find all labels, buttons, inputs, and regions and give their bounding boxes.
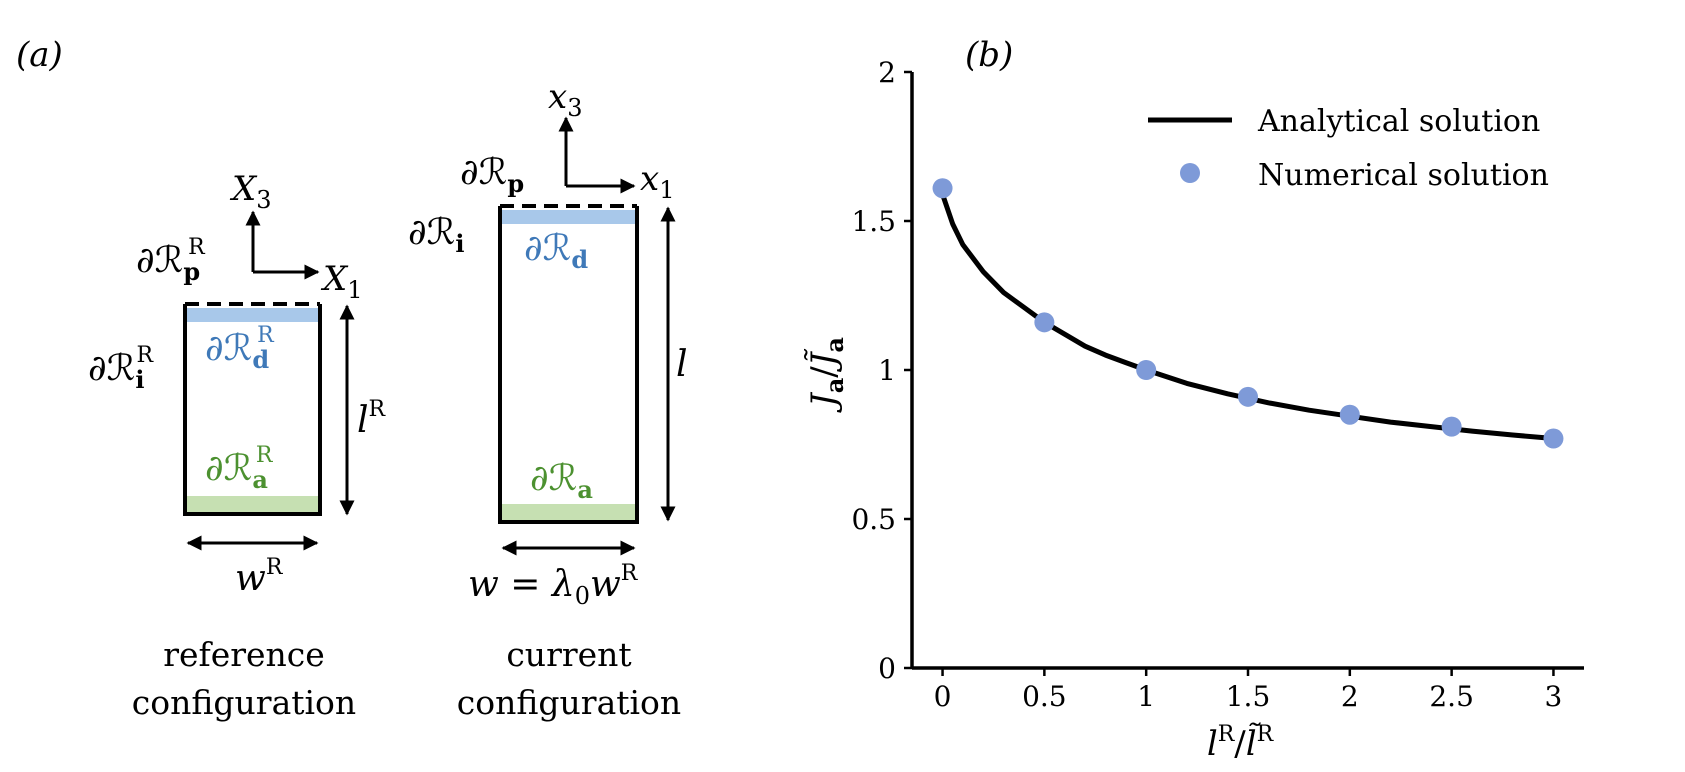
y-tick-label: 0.5	[851, 503, 896, 536]
series-line-analytical	[940, 193, 1554, 441]
current-width-label: w = λ0wR	[468, 561, 639, 610]
y-tick-label: 1.5	[851, 205, 896, 238]
current-adhesion-band	[500, 504, 637, 520]
series-layer	[932, 178, 1564, 449]
legend-label-analytical: Analytical solution	[1257, 104, 1540, 139]
data-point-numerical	[1339, 404, 1360, 425]
x-axis-title: lR/l̃R	[1207, 722, 1275, 764]
y-tick-label: 2	[878, 56, 896, 89]
current-boundary-a: ∂ℛa	[530, 458, 593, 504]
panel-b-chart: (b) 0 0.5 1 1.5 2 2.5 3 0 0.5 1 1.5 2 lR/l̃R Ja/J̃…	[804, 35, 1584, 764]
reference-body-outline	[183, 304, 322, 516]
reference-caption-line2: configuration	[132, 683, 356, 722]
reference-boundary-i: ∂ℛiR	[88, 343, 154, 394]
current-boundary-d: ∂ℛd	[524, 228, 588, 274]
reference-boundary-d: ∂ℛdR	[205, 323, 275, 374]
reference-X1-label: X1	[320, 259, 363, 304]
reference-length-label: lR	[357, 397, 387, 441]
current-boundary-i: ∂ℛi	[408, 212, 464, 258]
x-tick-label: 0.5	[1022, 680, 1067, 713]
x-tick-label: 1.5	[1226, 680, 1271, 713]
current-detachment-band	[500, 210, 637, 224]
current-x1-label: x1	[640, 159, 674, 204]
current-x3-label: x3	[548, 77, 582, 122]
x-tick-label: 3	[1545, 680, 1563, 713]
reference-boundary-a: ∂ℛaR	[205, 443, 274, 494]
data-point-numerical	[1441, 416, 1462, 437]
reference-configuration: X3 X1 ∂ℛpR ∂ℛiR ∂ℛdR ∂ℛaR lR wR referenc…	[88, 169, 387, 722]
current-configuration: x3 x1 ∂ℛp ∂ℛi ∂ℛd ∂ℛa l w = λ0wR current…	[408, 77, 688, 722]
legend-label-numerical: Numerical solution	[1258, 158, 1549, 193]
current-body-outline	[498, 206, 639, 524]
reference-adhesion-band	[185, 496, 320, 512]
y-axis-title: Ja/J̃a	[804, 337, 849, 413]
data-point-numerical	[1034, 312, 1055, 333]
reference-detachment-band	[185, 308, 320, 322]
data-point-numerical	[1136, 360, 1157, 380]
data-point-numerical	[1238, 386, 1258, 407]
x-tick-label: 0	[934, 680, 952, 713]
x-ticks: 0 0.5 1 1.5 2 2.5 3	[934, 668, 1563, 713]
current-caption-line1: current	[506, 635, 631, 674]
reference-X3-label: X3	[229, 169, 272, 214]
panel-b-label: (b)	[965, 35, 1013, 75]
reference-width-label: wR	[235, 555, 284, 599]
panel-a-label: (a)	[16, 35, 63, 75]
current-length-label: l	[676, 344, 688, 385]
legend: Analytical solution Numerical solution	[1148, 104, 1549, 193]
y-tick-label: 0	[878, 652, 896, 685]
y-tick-label: 1	[878, 354, 896, 387]
x-tick-label: 1	[1137, 680, 1155, 713]
data-point-numerical	[1543, 428, 1564, 449]
reference-boundary-p: ∂ℛpR	[136, 235, 206, 286]
data-point-numerical	[932, 178, 953, 199]
x-tick-label: 2.5	[1429, 680, 1474, 713]
panel-a: (a) X3 X1 ∂ℛpR ∂ℛiR ∂ℛdR ∂ℛaR lR wR refe…	[16, 35, 688, 722]
current-boundary-p: ∂ℛp	[460, 152, 524, 198]
current-caption-line2: configuration	[457, 683, 681, 722]
x-tick-label: 2	[1341, 680, 1359, 713]
reference-caption-line1: reference	[163, 635, 325, 674]
y-ticks: 0 0.5 1 1.5 2	[851, 56, 912, 685]
legend-marker-swatch	[1180, 163, 1200, 183]
